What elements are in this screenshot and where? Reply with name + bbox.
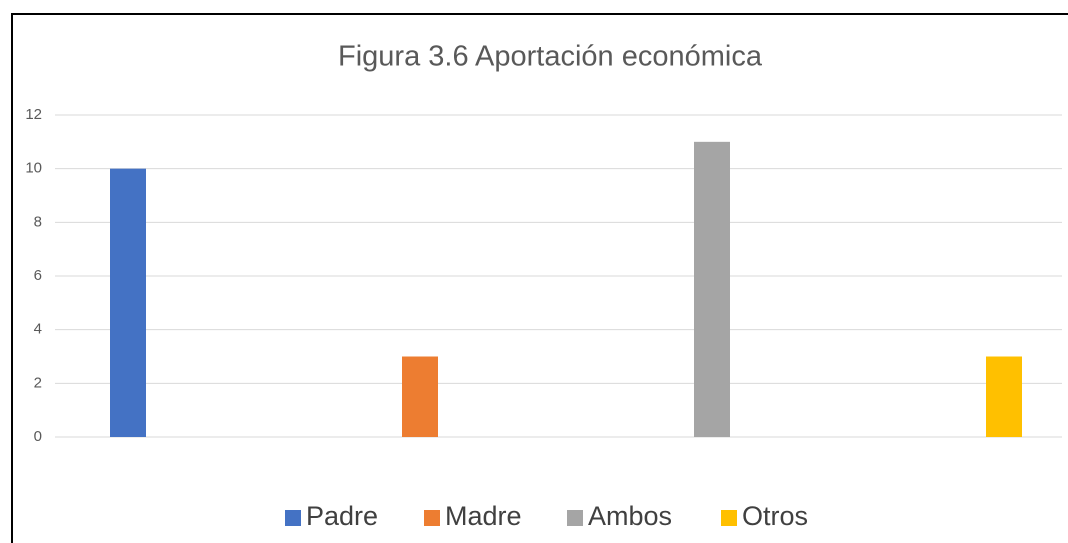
bar xyxy=(986,356,1022,437)
legend-swatch xyxy=(285,510,301,526)
y-tick-label: 6 xyxy=(34,267,42,284)
legend-label: Ambos xyxy=(588,501,672,531)
y-tick-label: 0 xyxy=(34,428,42,445)
y-tick-label: 10 xyxy=(25,160,42,177)
legend-swatch xyxy=(721,510,737,526)
legend-swatch xyxy=(567,510,583,526)
chart-frame xyxy=(11,13,1068,543)
legend-swatch xyxy=(424,510,440,526)
y-tick-label: 12 xyxy=(25,106,42,123)
bar xyxy=(694,141,730,438)
y-tick-label: 8 xyxy=(34,213,42,230)
y-tick-label: 4 xyxy=(34,321,42,338)
bar xyxy=(402,356,438,437)
bar xyxy=(110,168,146,437)
chart-title: Figura 3.6 Aportación económica xyxy=(338,41,763,73)
legend-label: Madre xyxy=(445,501,522,531)
legend-label: Otros xyxy=(742,501,808,531)
legend-label: Padre xyxy=(306,501,378,531)
y-tick-label: 2 xyxy=(34,374,42,391)
